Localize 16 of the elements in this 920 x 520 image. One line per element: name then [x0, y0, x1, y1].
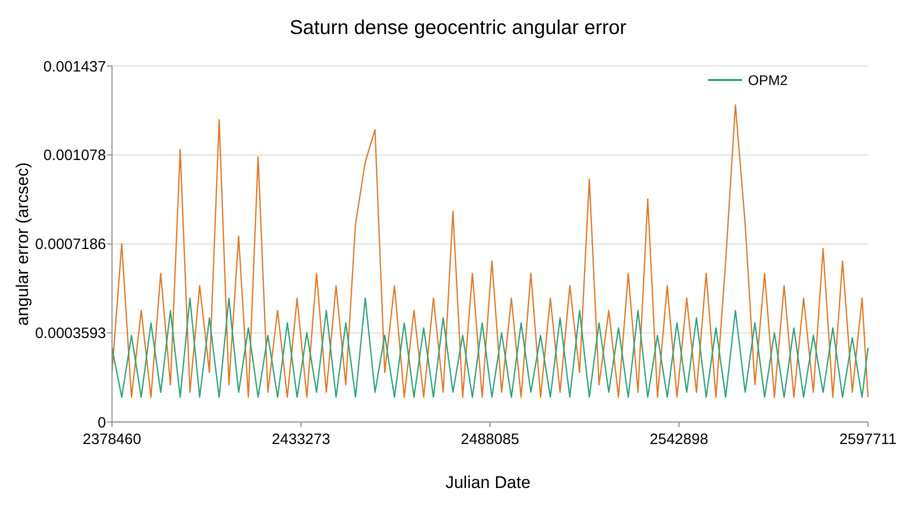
x-tick-label: 2597711 [839, 431, 897, 448]
y-tick-label: 0.001437 [43, 58, 106, 76]
x-axis-title: Julian Date [445, 473, 531, 492]
y-tick-label: 0.0007186 [35, 236, 106, 254]
y-tick-label: 0.0003593 [35, 325, 106, 342]
line-series [111, 297, 869, 398]
x-tick-label: 2378460 [82, 431, 142, 448]
y-axis-title: angular error (arcsec) [13, 162, 32, 326]
chart-title: Saturn dense geocentric angular error [290, 17, 627, 39]
x-tick-label: 2542898 [650, 431, 708, 448]
y-tick-label: 0.001078 [43, 147, 106, 164]
y-tick-label: 0 [98, 414, 106, 432]
x-tick-label: 2488085 [460, 431, 520, 448]
line-series [111, 104, 869, 398]
x-tick-label: 2433273 [272, 431, 330, 448]
legend-label: OPM2 [748, 72, 788, 88]
